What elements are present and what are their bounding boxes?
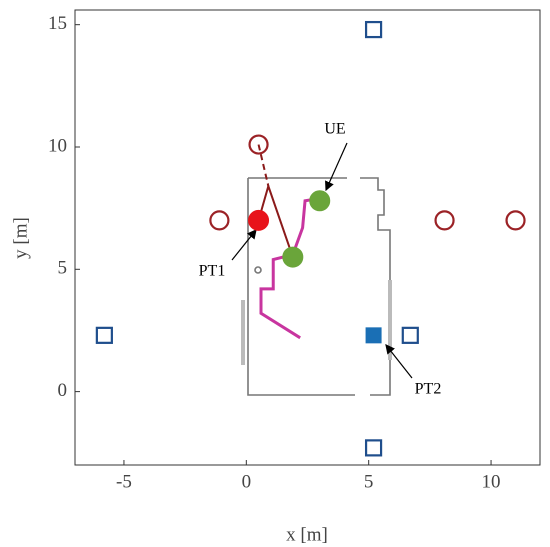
square-marker	[95, 326, 113, 344]
x-tick-label: 10	[482, 471, 501, 492]
circle-marker	[248, 134, 269, 155]
annotation: PT1	[199, 263, 226, 280]
square-marker	[365, 327, 382, 344]
annotation-arrows	[231, 142, 413, 379]
circle-marker	[282, 246, 304, 268]
y-tick-label: 10	[48, 135, 67, 156]
y-tick-label: 15	[48, 13, 67, 34]
circle-marker	[209, 210, 230, 231]
circle-marker	[505, 210, 526, 231]
y-tick-label: 5	[58, 258, 68, 279]
circle-marker	[434, 210, 455, 231]
y-tick-label: 0	[58, 380, 68, 401]
x-axis-label: x [m]	[286, 524, 328, 545]
square-marker	[401, 326, 419, 344]
x-tick-label: -5	[116, 471, 132, 492]
square-marker	[364, 20, 383, 39]
x-tick-label: 5	[364, 471, 374, 492]
annotation: PT2	[415, 381, 442, 398]
y-axis-label: y [m]	[10, 217, 31, 259]
path-line	[257, 182, 294, 258]
path-line	[259, 196, 320, 340]
circle-marker	[309, 190, 331, 212]
circle-marker	[248, 209, 270, 231]
square-marker	[364, 439, 383, 457]
path-line	[257, 144, 270, 187]
annotation: UE	[324, 121, 345, 138]
x-tick-label: 0	[242, 471, 252, 492]
plot-frame	[74, 9, 541, 466]
floor-plan	[241, 177, 392, 396]
